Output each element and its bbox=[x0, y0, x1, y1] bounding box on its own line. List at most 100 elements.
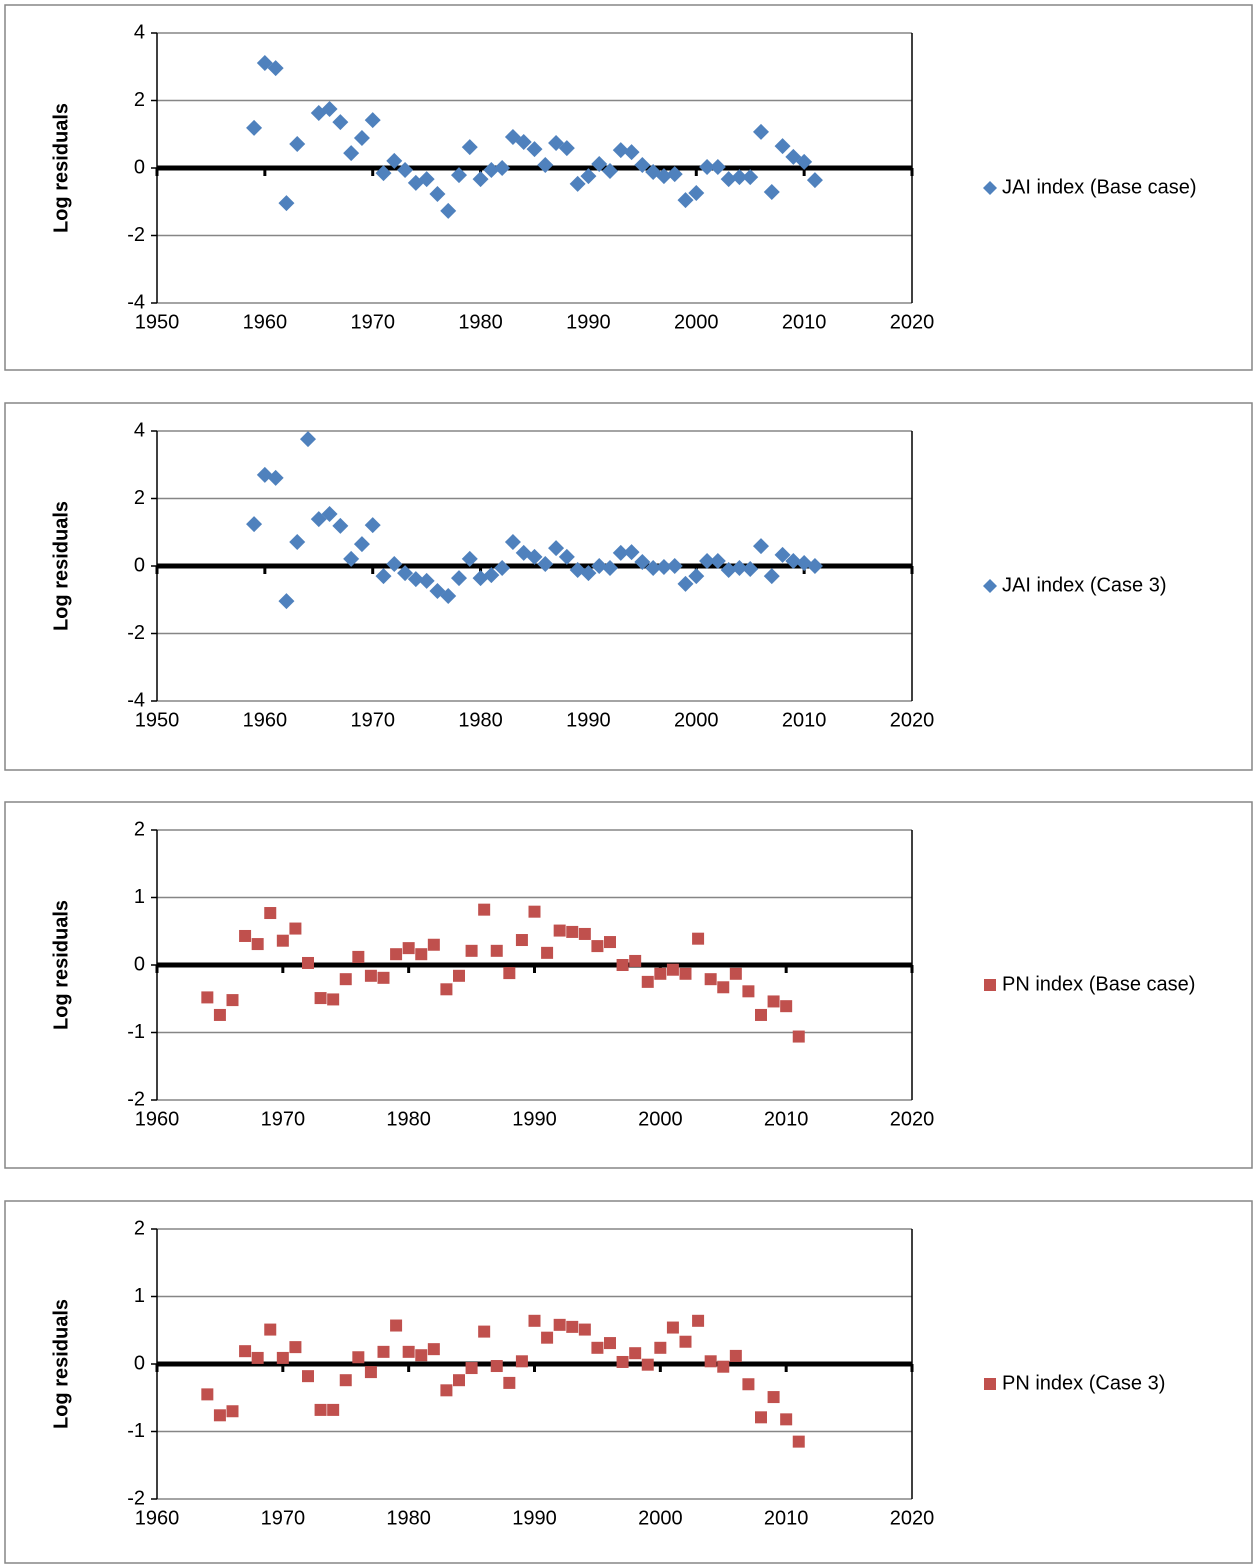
data-point bbox=[612, 544, 629, 561]
data-point bbox=[591, 1341, 604, 1354]
legend-marker bbox=[984, 979, 996, 991]
y-tick-label: 4 bbox=[134, 419, 145, 441]
data-point bbox=[537, 156, 554, 173]
data-point bbox=[402, 942, 415, 955]
data-point bbox=[465, 1362, 478, 1375]
data-point bbox=[504, 534, 521, 551]
y-tick-label: 0 bbox=[134, 953, 145, 975]
data-point bbox=[440, 588, 457, 605]
x-tick-label: 2010 bbox=[782, 311, 827, 333]
data-point bbox=[278, 593, 295, 610]
data-point bbox=[246, 119, 263, 136]
data-point bbox=[494, 560, 511, 577]
data-point bbox=[490, 1360, 503, 1373]
data-point bbox=[314, 992, 327, 1005]
data-point bbox=[418, 572, 435, 589]
y-axis-title: Log residuals bbox=[50, 900, 72, 1030]
data-point bbox=[692, 932, 705, 945]
data-point bbox=[558, 548, 575, 565]
data-point bbox=[566, 1320, 579, 1333]
data-point bbox=[503, 967, 516, 980]
data-point bbox=[699, 552, 716, 569]
data-point bbox=[483, 162, 500, 179]
data-point bbox=[226, 994, 239, 1007]
data-point bbox=[566, 925, 579, 938]
data-point bbox=[213, 1008, 226, 1021]
data-point bbox=[731, 560, 748, 577]
data-point bbox=[264, 907, 277, 920]
data-point bbox=[677, 575, 694, 592]
x-tick-label: 1960 bbox=[243, 311, 288, 333]
y-tick-label: 4 bbox=[134, 21, 145, 43]
data-point bbox=[478, 903, 491, 916]
data-point bbox=[390, 1319, 403, 1332]
y-tick-label: 0 bbox=[134, 554, 145, 576]
legend-marker bbox=[983, 579, 997, 593]
data-point bbox=[515, 1355, 528, 1368]
data-point bbox=[655, 168, 672, 185]
data-point bbox=[386, 152, 403, 169]
data-point bbox=[251, 938, 264, 951]
chart-panel: -4 -2 0 2 4 1950 1960 1970 1980 1990 2000 2010 2020 L… bbox=[4, 402, 1253, 771]
legend-marker bbox=[984, 1378, 996, 1390]
panel-border bbox=[4, 801, 1253, 1169]
x-tick-label: 1980 bbox=[458, 709, 503, 731]
x-tick-label: 1950 bbox=[135, 709, 180, 731]
data-point bbox=[755, 1411, 767, 1424]
data-point bbox=[440, 983, 453, 996]
panel-border bbox=[4, 4, 1253, 371]
data-point bbox=[654, 967, 667, 980]
data-point bbox=[666, 1321, 679, 1334]
data-point bbox=[729, 967, 742, 980]
data-point bbox=[796, 153, 813, 170]
data-point bbox=[569, 175, 586, 192]
data-point bbox=[339, 973, 352, 986]
data-point bbox=[353, 129, 370, 146]
data-point bbox=[541, 946, 554, 959]
data-point bbox=[580, 565, 597, 582]
chart-panel: -2 -1 0 1 2 1960 1970 1980 1990 2000 2010 2020 Log r… bbox=[4, 1200, 1253, 1564]
panel-border bbox=[4, 402, 1253, 771]
data-point bbox=[451, 570, 467, 587]
data-point bbox=[314, 1403, 327, 1416]
data-point bbox=[709, 552, 726, 569]
data-point bbox=[526, 141, 543, 158]
data-point bbox=[720, 171, 737, 188]
data-point bbox=[397, 565, 414, 582]
x-tick-label: 2020 bbox=[890, 1108, 935, 1130]
data-point bbox=[774, 546, 791, 563]
data-point bbox=[515, 134, 532, 151]
panel-border bbox=[4, 1200, 1253, 1564]
y-tick-label: 2 bbox=[134, 1217, 145, 1239]
y-tick-label: 1 bbox=[134, 886, 145, 908]
y-axis-title: Log residuals bbox=[50, 1299, 72, 1429]
data-point bbox=[201, 1388, 214, 1401]
x-tick-label: 1960 bbox=[135, 1108, 180, 1130]
x-tick-label: 1990 bbox=[512, 1507, 557, 1529]
data-point bbox=[641, 1358, 654, 1371]
data-point bbox=[699, 158, 716, 175]
data-point bbox=[440, 202, 457, 219]
x-tick-label: 1980 bbox=[458, 311, 503, 333]
data-point bbox=[742, 561, 759, 578]
data-point bbox=[763, 183, 780, 200]
data-point bbox=[415, 948, 428, 961]
data-point bbox=[289, 1341, 302, 1354]
data-point bbox=[353, 536, 370, 553]
x-tick-label: 1990 bbox=[512, 1108, 557, 1130]
x-tick-label: 1960 bbox=[135, 1507, 180, 1529]
legend-label: PN index (Base case) bbox=[1002, 973, 1195, 995]
x-tick-label: 1980 bbox=[386, 1108, 431, 1130]
data-point bbox=[666, 558, 683, 574]
data-point bbox=[321, 506, 338, 523]
data-point bbox=[302, 956, 314, 969]
data-point bbox=[731, 169, 748, 186]
data-point bbox=[612, 142, 629, 159]
data-point bbox=[774, 138, 791, 155]
y-tick-label: -2 bbox=[127, 1487, 145, 1509]
data-point bbox=[375, 165, 392, 182]
y-axis-title: Log residuals bbox=[50, 501, 72, 631]
data-point bbox=[364, 517, 381, 534]
data-point bbox=[704, 1355, 717, 1368]
x-tick-label: 2000 bbox=[674, 311, 719, 333]
